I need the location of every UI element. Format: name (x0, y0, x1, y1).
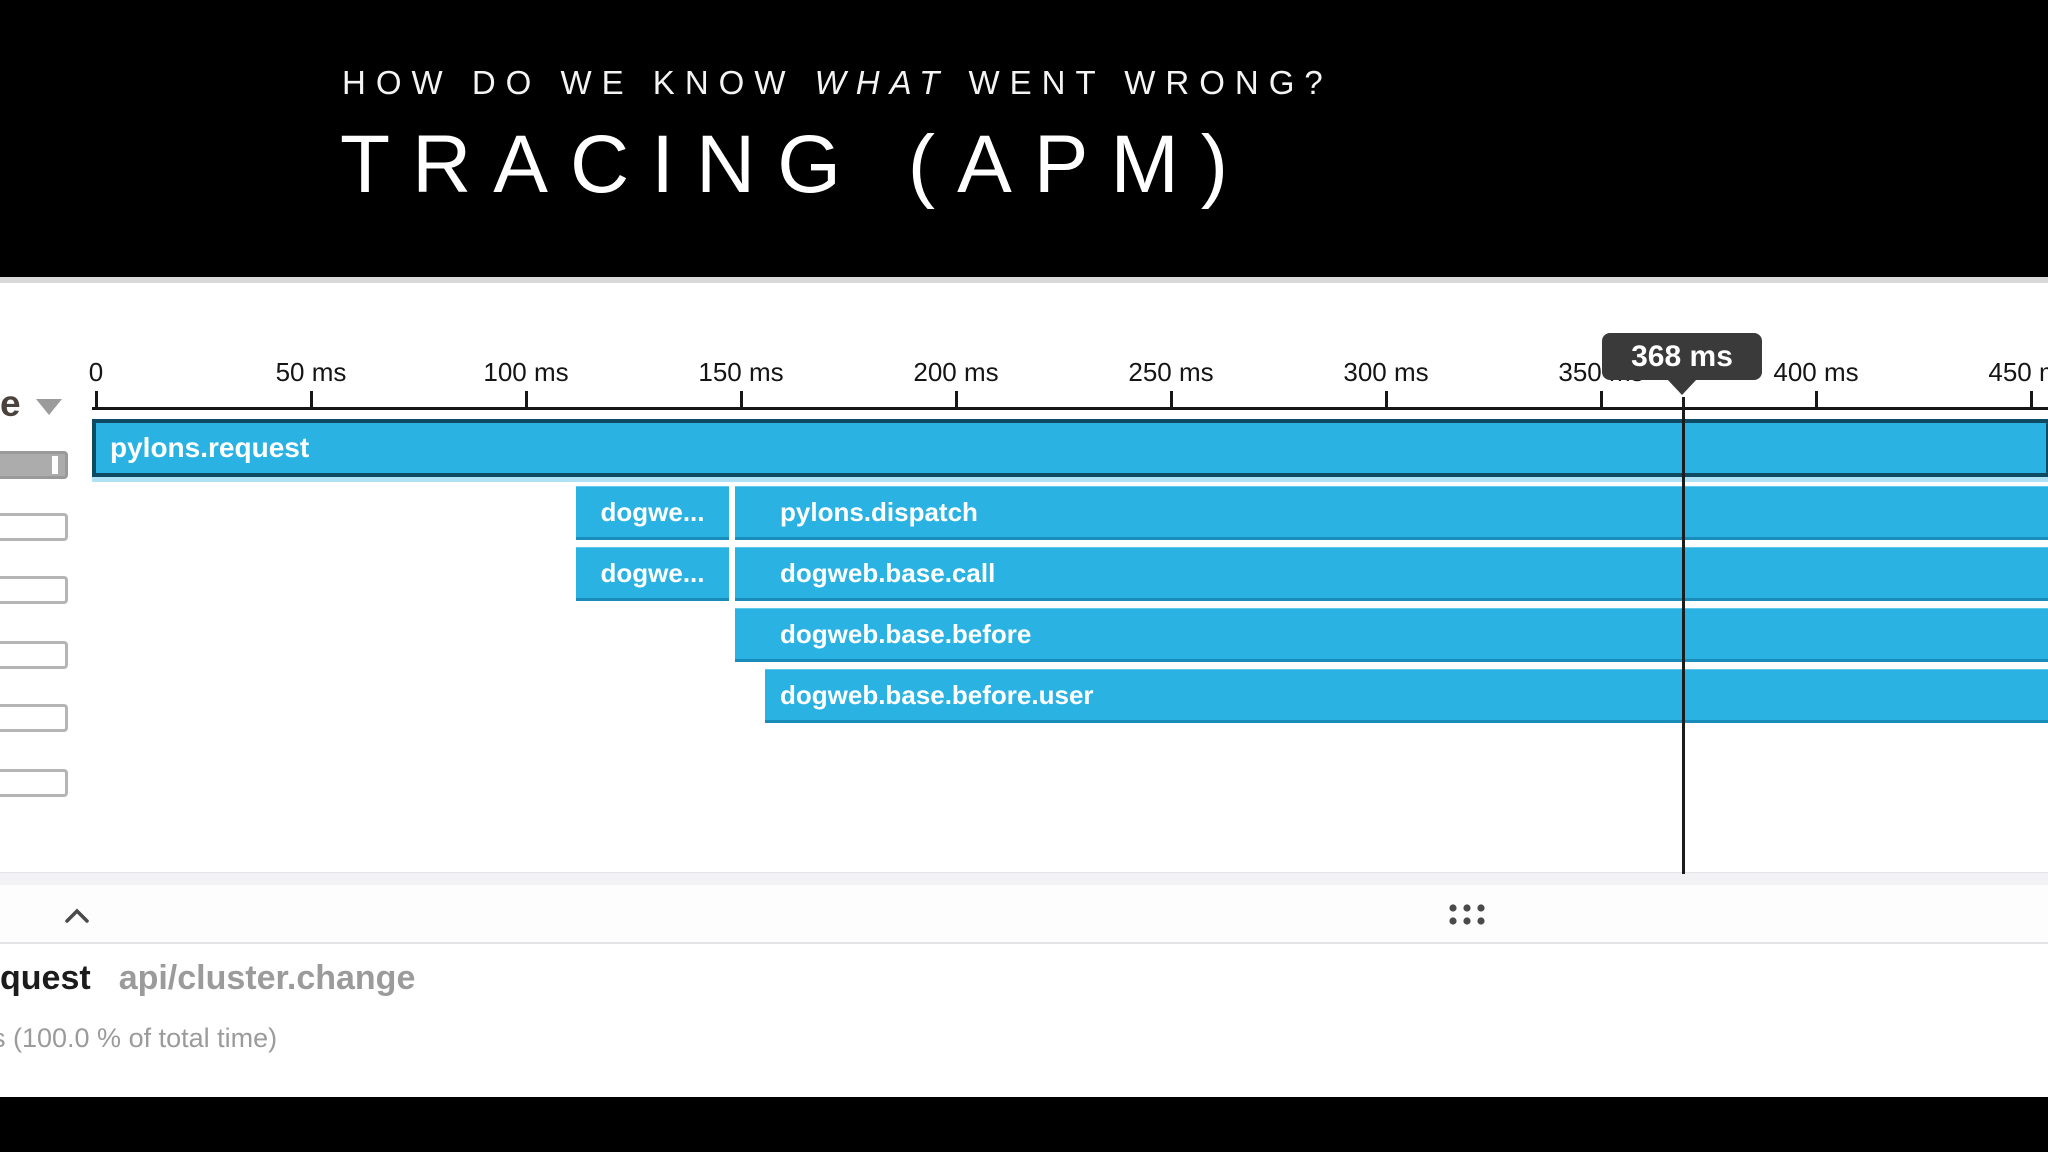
tooltip-caret-icon (1667, 379, 1697, 395)
ruler-tick-label: 50 ms (275, 357, 347, 387)
left-mini-bar[interactable] (0, 769, 68, 797)
slide-kicker: HOW DO WE KNOW WHAT WENT WRONG? (342, 64, 1333, 102)
ruler-tick-mark (2030, 391, 2033, 407)
drag-handle-dots-icon[interactable] (1446, 901, 1490, 927)
trace-span-segment[interactable]: pylons.request (92, 419, 2048, 477)
ruler-tick-label: 400 ms (1773, 357, 1859, 387)
slide-header: HOW DO WE KNOW WHAT WENT WRONG? TRACING … (0, 0, 2048, 277)
chevron-up-icon (65, 908, 89, 923)
left-column-header: e (0, 383, 62, 425)
ruler-tick-label: 100 ms (483, 357, 569, 387)
ruler-tick-mark (95, 391, 98, 407)
trace-span-segment[interactable]: dogweb.base.call (765, 547, 2048, 601)
ruler-tick-label: 150 ms (698, 357, 784, 387)
ruler-tick-label: 200 ms (913, 357, 999, 387)
left-mini-bar[interactable] (0, 513, 68, 541)
trace-span-segment[interactable]: pylons.dispatch (765, 486, 2048, 540)
trace-span-segment[interactable] (735, 486, 765, 540)
left-mini-bar[interactable] (0, 576, 68, 604)
left-mini-bar[interactable] (0, 641, 68, 669)
ruler-axis-line (92, 407, 2048, 410)
scroll-band[interactable] (0, 872, 2048, 886)
ruler-tick-label: 0 (88, 357, 104, 387)
trace-span-segment[interactable]: dogweb.base.before (765, 608, 2048, 662)
trace-span-segment[interactable]: dogweb.base.before.user (765, 669, 2048, 723)
left-mini-bar[interactable] (0, 704, 68, 732)
trace-span-segment[interactable]: dogwe... (576, 486, 729, 540)
collapse-panel-button[interactable] (64, 907, 90, 925)
trace-span-segment[interactable]: dogwe... (576, 547, 729, 601)
sort-caret-icon[interactable] (36, 399, 62, 415)
span-duration-text: s (100.0 % of total time) (0, 1023, 278, 1053)
span-details-title: quest api/cluster.change (0, 959, 415, 998)
ruler-tick-mark (1815, 391, 1818, 407)
ruler-tick-mark (740, 391, 743, 407)
time-marker-line (1682, 397, 1685, 874)
ruler-tick-label: 250 ms (1128, 357, 1214, 387)
span-resource: api/cluster.change (118, 959, 416, 997)
panel-footer-bar (0, 885, 2048, 944)
kicker-prefix: HOW DO WE KNOW (342, 64, 815, 101)
trace-span-segment[interactable] (735, 547, 765, 601)
kicker-suffix: WENT WRONG? (949, 64, 1333, 101)
ruler-tick-mark (310, 391, 313, 407)
time-marker-label: 368 ms (1631, 339, 1733, 373)
ruler-tick-mark (1600, 391, 1603, 407)
ruler-tick-mark (1385, 391, 1388, 407)
ruler-tick-mark (1170, 391, 1173, 407)
slide-title: TRACING (APM) (340, 119, 1251, 210)
apm-trace-screenshot: e 0 50 ms 100 ms 150 ms 200 ms 250 ms 300 ms 35… (0, 277, 2048, 1097)
trace-span-segment[interactable] (735, 608, 765, 662)
left-column-header-text: e (0, 383, 21, 424)
ruler-tick-label: 450 ms (1988, 357, 2048, 387)
kicker-emphasis: WHAT (814, 64, 950, 101)
dots-grid (1449, 904, 1485, 925)
span-details-panel: quest api/cluster.change s (100.0 % of t… (0, 944, 2048, 1097)
ruler-tick-label: 300 ms (1343, 357, 1429, 387)
span-name-partial: quest (0, 959, 91, 997)
ruler-tick-mark (955, 391, 958, 407)
time-marker-tooltip: 368 ms (1602, 333, 1762, 395)
left-mini-bar[interactable] (0, 451, 68, 479)
selected-span-glow (92, 477, 2048, 482)
ruler-tick-mark (525, 391, 528, 407)
